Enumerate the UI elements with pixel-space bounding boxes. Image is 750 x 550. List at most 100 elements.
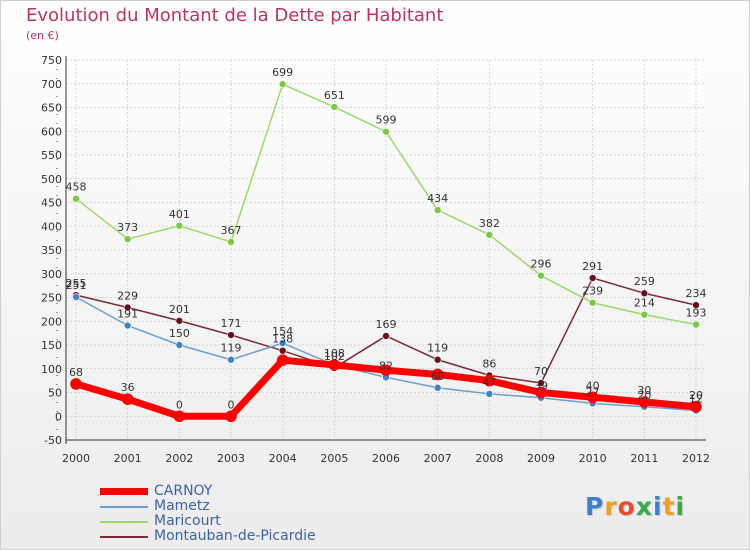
- x-tick-label: 2012: [682, 452, 710, 465]
- data-label: 102: [324, 350, 345, 363]
- data-point-carnoy: [173, 410, 186, 423]
- y-tick-label: 500: [41, 173, 62, 186]
- data-point-montauban-de-picardie: [227, 331, 235, 339]
- y-tick-label: 450: [41, 197, 62, 210]
- x-tick-label: 2000: [62, 452, 90, 465]
- y-tick-label: 250: [41, 292, 62, 305]
- data-point-mametz: [278, 339, 287, 347]
- data-point-carnoy: [535, 386, 547, 399]
- data-point-montauban-de-picardie: [588, 274, 597, 282]
- x-tick-label: 2011: [630, 452, 658, 465]
- data-point-carnoy: [431, 368, 444, 381]
- data-label: 154: [272, 325, 293, 338]
- data-point-montauban-de-picardie: [692, 301, 700, 309]
- data-point-carnoy: [70, 378, 82, 390]
- legend-label: Maricourt: [154, 513, 221, 529]
- data-point-maricourt: [640, 310, 649, 319]
- data-label: 39: [534, 380, 548, 393]
- data-label: 234: [686, 287, 707, 300]
- legend: CARNOY Mametz Maricourt Montauban-de-Picard…: [100, 484, 316, 544]
- data-label: 367: [221, 224, 242, 237]
- data-label: 70: [534, 365, 548, 378]
- data-point-carnoy: [276, 354, 289, 367]
- data-label: 82: [379, 359, 393, 372]
- legend-swatch: [100, 505, 148, 508]
- data-label: 12: [689, 393, 703, 406]
- grid-lines: [66, 59, 706, 441]
- y-tick-label: 200: [41, 315, 62, 328]
- legend-label: Montauban-de-Picardie: [154, 528, 316, 544]
- x-tick-label: 2001: [114, 452, 142, 465]
- data-label: 401: [169, 208, 190, 221]
- data-label: 434: [427, 192, 448, 205]
- y-tick-label: 650: [41, 102, 62, 115]
- data-label: 699: [272, 66, 293, 79]
- data-label: 0: [228, 398, 235, 411]
- x-tick-label: 2010: [579, 452, 607, 465]
- data-label: 201: [169, 303, 190, 316]
- x-tick-label: 2005: [320, 452, 348, 465]
- data-point-maricourt: [278, 80, 287, 89]
- data-label: 20: [637, 389, 651, 402]
- data-label: 169: [376, 318, 397, 331]
- data-point-carnoy: [586, 391, 599, 404]
- x-tick-label: 2008: [475, 452, 503, 465]
- legend-item: Mametz: [100, 499, 316, 514]
- legend-swatch: [100, 535, 148, 538]
- data-label: 239: [582, 285, 603, 298]
- data-label: 599: [376, 114, 397, 127]
- y-tick-label: 600: [41, 125, 62, 138]
- x-tick-label: 2009: [527, 452, 555, 465]
- data-point-mametz: [433, 383, 442, 392]
- x-tick-label: 2006: [372, 452, 400, 465]
- data-point-carnoy: [483, 374, 496, 387]
- data-point-carnoy: [380, 364, 392, 376]
- data-point-mametz: [227, 355, 235, 364]
- data-point-mametz: [72, 293, 80, 301]
- data-label: 86: [482, 357, 496, 370]
- y-tick-label: -50: [44, 434, 62, 447]
- data-point-maricourt: [330, 103, 339, 111]
- data-point-montauban-de-picardie: [123, 303, 132, 312]
- y-unit-label: (en €): [26, 29, 59, 42]
- data-point-carnoy: [225, 410, 237, 423]
- data-label: 68: [69, 366, 83, 379]
- data-point-carnoy: [690, 400, 702, 413]
- x-tick-label: 2002: [165, 452, 193, 465]
- data-point-montauban-de-picardie: [175, 316, 184, 325]
- data-label: 291: [582, 260, 603, 273]
- data-label: 108: [324, 347, 345, 360]
- data-label: 373: [117, 221, 138, 234]
- axes: [56, 56, 706, 444]
- data-point-mametz: [123, 321, 132, 330]
- data-point-carnoy: [328, 359, 341, 371]
- y-tick-label: 400: [41, 220, 62, 233]
- data-point-mametz: [175, 341, 184, 349]
- y-tick-label: 700: [41, 78, 62, 91]
- data-label: 27: [586, 385, 600, 398]
- legend-swatch: [100, 488, 148, 495]
- legend-label: Mametz: [154, 498, 210, 514]
- y-tick-label: 300: [41, 268, 62, 281]
- y-tick-label: 150: [41, 339, 62, 352]
- data-label: 651: [324, 89, 345, 102]
- data-point-maricourt: [382, 127, 390, 136]
- y-tick-label: 750: [41, 54, 62, 67]
- legend-item: Montauban-de-Picardie: [100, 529, 316, 544]
- data-label: 40: [586, 379, 600, 392]
- data-point-carnoy: [638, 396, 651, 408]
- data-label: 150: [169, 327, 190, 340]
- x-tick-labels: 2000 2001 2002 2003 2004 2005 2006 2007 2008 2009…: [62, 452, 710, 465]
- x-tick-label: 2007: [424, 452, 452, 465]
- legend-swatch: [100, 520, 148, 523]
- chart-title: Evolution du Montant de la Dette par Hab…: [26, 5, 444, 26]
- legend-item: CARNOY: [100, 484, 316, 499]
- series-group: [70, 80, 702, 423]
- data-label: 47: [482, 376, 496, 389]
- data-label: 193: [686, 307, 707, 320]
- data-point-maricourt: [433, 206, 442, 214]
- data-point-maricourt: [537, 271, 545, 280]
